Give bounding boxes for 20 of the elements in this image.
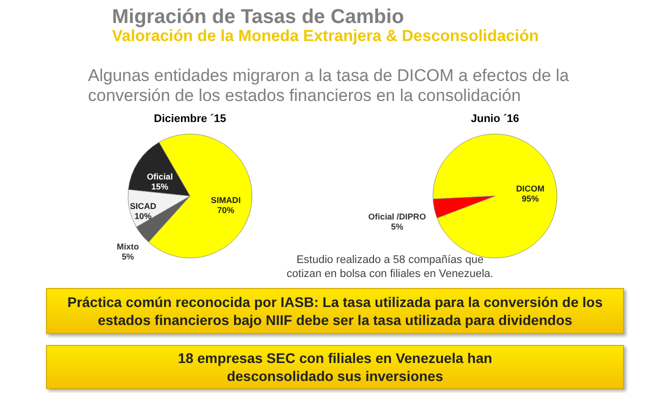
slice-label: SIMADI — [210, 194, 241, 205]
slice-label: SICAD — [130, 200, 156, 211]
slice-label: Oficial — [146, 171, 173, 182]
data-label: 5% — [390, 221, 404, 232]
slice-label: Oficial /DIPRO — [368, 211, 426, 222]
data-label: 15% — [151, 181, 169, 192]
data-label: 95% — [522, 194, 540, 204]
data-label: 5% — [122, 251, 134, 262]
data-label: 70% — [217, 204, 235, 215]
text: Migración de Tasas de Cambio — [112, 6, 404, 29]
text: Algunas entidades migraron a la tasa de DICOM a efectos de la conversión de los estados financieros en la consolidación — [88, 66, 570, 106]
slice-label: Mixto — [116, 241, 139, 252]
slice-label: DICOM — [516, 184, 544, 194]
text: Valoración de la Moneda Extranjera & Desconsolidación — [112, 28, 539, 46]
chart-title: Junio ´16 — [470, 113, 520, 125]
text: Estudio realizado a 58 compañías que cotizan en bolsa con filiales en Venezuela. — [286, 253, 494, 281]
text: 18 empresas SEC con filiales en Venezuela han desconsolidado sus inversiones — [46, 345, 624, 389]
data-label: 10% — [134, 210, 152, 221]
chart-title: Diciembre ´15 — [154, 113, 226, 125]
text: Práctica común reconocida por IASB: La tasa utilizada para la conversión de los estados financieros bajo NIIF debe ser la tasa utilizada para dividendos — [46, 288, 624, 334]
